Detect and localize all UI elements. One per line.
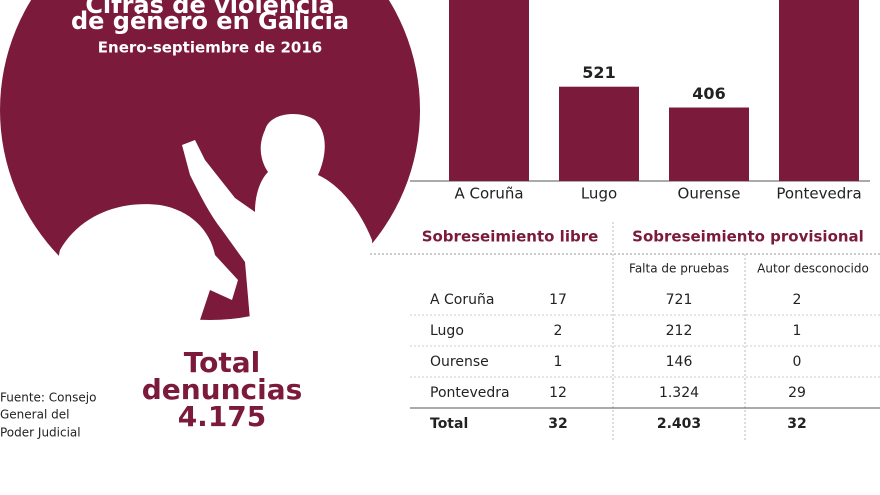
bar [669, 107, 749, 181]
table-cell: 32 [787, 416, 806, 432]
x-tick-label: Ourense [678, 185, 741, 203]
table-cell: 212 [666, 323, 693, 339]
table-cell: 17 [549, 292, 567, 308]
table-header: Sobreseimiento provisional [632, 228, 864, 246]
table-subheader: Autor desconocido [757, 262, 869, 276]
table-cell: 1 [554, 354, 563, 370]
row-label: Ourense [430, 354, 489, 370]
total-line: Total [184, 346, 261, 379]
source-line: Fuente: Consejo [0, 391, 96, 405]
bar [779, 0, 859, 181]
bar [449, 0, 529, 182]
x-tick-label: A Coruña [454, 185, 523, 203]
title-line: Cifras de violencia [85, 0, 334, 19]
silhouette [58, 114, 378, 320]
table-cell: 2 [554, 323, 563, 339]
total-line: denuncias [142, 373, 303, 406]
table-cell: 32 [548, 416, 567, 432]
subtitle: Enero-septiembre de 2016 [98, 39, 322, 57]
table-cell: 2.403 [657, 416, 701, 432]
x-tick-label: Lugo [581, 185, 617, 203]
row-label: A Coruña [430, 292, 494, 308]
table-subheader: Falta de pruebas [629, 262, 729, 276]
total-value: 4.175 [178, 400, 267, 433]
table-header: Sobreseimiento libre [422, 228, 599, 246]
table-cell: 721 [666, 292, 693, 308]
table-cell: 1 [793, 323, 802, 339]
value-label: 406 [692, 84, 725, 103]
row-label: Lugo [430, 323, 464, 339]
table-cell: 0 [793, 354, 802, 370]
bar [559, 86, 639, 181]
source-line: Poder Judicial [0, 426, 81, 440]
row-label: Total [430, 416, 468, 432]
source-line: General del [0, 408, 69, 422]
table-cell: 12 [549, 385, 567, 401]
table-cell: 1.324 [659, 385, 699, 401]
table-cell: 2 [793, 292, 802, 308]
table-cell: 29 [788, 385, 806, 401]
x-tick-label: Pontevedra [776, 185, 861, 203]
title-line: de género en Galicia [71, 7, 349, 35]
table-cell: 146 [666, 354, 693, 370]
row-label: Pontevedra [430, 385, 510, 401]
value-label: 521 [582, 63, 615, 82]
